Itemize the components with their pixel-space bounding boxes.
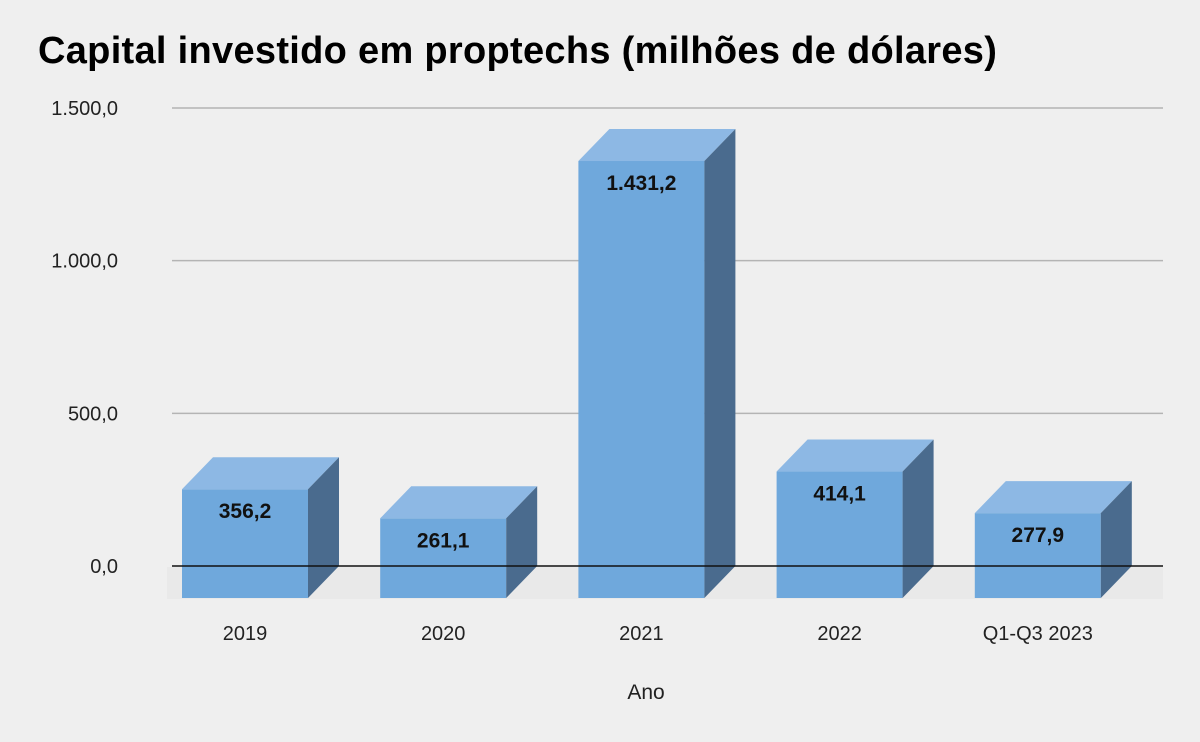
- bar: [974, 513, 1101, 598]
- bar-side-face: [902, 439, 934, 598]
- bar: [380, 518, 507, 598]
- bar-top-face: [182, 457, 339, 490]
- bar-side-face: [506, 486, 538, 598]
- x-axis-title: Ano: [627, 681, 664, 704]
- y-tick-label: 500,0: [68, 403, 118, 425]
- x-tick-label: 2020: [421, 623, 466, 645]
- bar-side-face: [704, 129, 736, 598]
- bar-top-face: [974, 481, 1132, 514]
- bar: [578, 161, 705, 598]
- chart-title: Capital investido em proptechs (milhões …: [38, 30, 998, 72]
- bar-side-face: [1100, 481, 1132, 598]
- data-label: 277,9: [1012, 524, 1065, 547]
- bar: [182, 489, 308, 598]
- bar-side-face: [308, 457, 339, 598]
- bar-top-face: [578, 129, 736, 162]
- x-tick-label: 2019: [223, 623, 268, 645]
- data-label: 1.431,2: [606, 172, 676, 195]
- x-tick-label: Q1-Q3 2023: [983, 623, 1093, 645]
- x-tick-label: 2022: [817, 623, 862, 645]
- bar-top-face: [776, 439, 934, 472]
- data-label: 261,1: [417, 529, 470, 552]
- data-label: 356,2: [219, 500, 272, 523]
- y-tick-label: 1.000,0: [51, 251, 118, 273]
- bar: [776, 471, 903, 598]
- bar-top-face: [380, 486, 538, 519]
- y-tick-label: 0,0: [90, 556, 118, 578]
- data-label: 414,1: [813, 483, 866, 506]
- x-tick-label: 2021: [619, 623, 664, 645]
- y-tick-label: 1.500,0: [51, 98, 118, 120]
